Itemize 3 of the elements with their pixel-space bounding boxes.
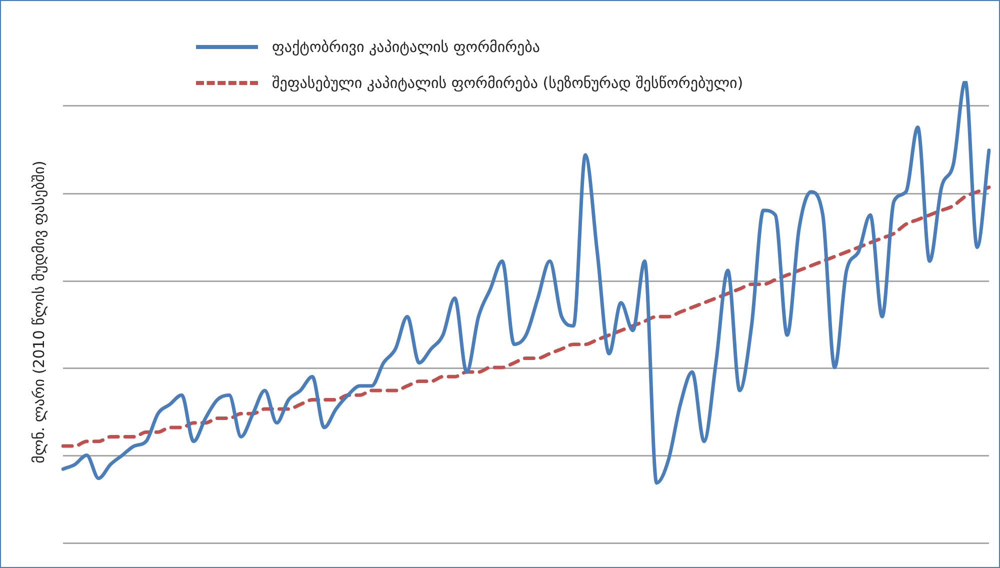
- legend-label: შეფასებული კაპიტალის ფორმირება (სეზონურად შესწორებული): [272, 74, 744, 92]
- y-axis-title: მლნ. ლარი (2010 წლის მუდმივ ფასებში): [30, 160, 48, 464]
- legend-label: ფაქტობრივი კაპიტალის ფორმირება: [272, 38, 540, 56]
